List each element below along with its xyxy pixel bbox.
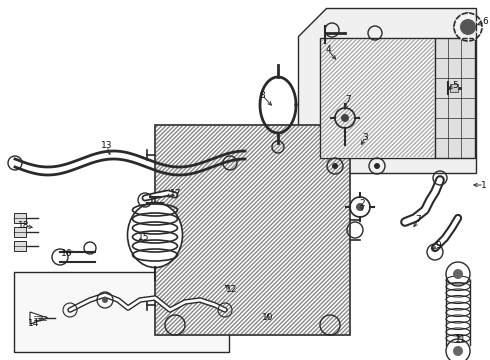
- Text: 5: 5: [452, 81, 458, 90]
- Text: 18: 18: [18, 221, 30, 230]
- Circle shape: [460, 19, 476, 35]
- Bar: [156, 126, 349, 334]
- Text: 13: 13: [101, 141, 113, 150]
- Circle shape: [356, 203, 364, 211]
- Text: 2: 2: [359, 199, 365, 208]
- Bar: [14, 213, 26, 223]
- Text: 10: 10: [262, 314, 274, 323]
- Text: 11: 11: [455, 336, 467, 345]
- Text: 12: 12: [226, 285, 238, 294]
- Text: 8: 8: [259, 90, 265, 99]
- Circle shape: [332, 163, 338, 169]
- Circle shape: [341, 114, 349, 122]
- Text: 1: 1: [481, 180, 487, 189]
- Bar: [14, 241, 26, 251]
- Circle shape: [453, 346, 463, 356]
- Text: 15: 15: [138, 234, 150, 243]
- Polygon shape: [30, 312, 48, 324]
- Text: 9: 9: [435, 240, 441, 249]
- Text: 3: 3: [362, 132, 368, 141]
- Text: 7: 7: [415, 216, 421, 225]
- Circle shape: [102, 297, 108, 303]
- Bar: [14, 227, 26, 237]
- Bar: [320, 38, 435, 158]
- Text: 6: 6: [482, 18, 488, 27]
- Polygon shape: [298, 8, 476, 173]
- Text: 17: 17: [170, 189, 182, 198]
- Text: 7: 7: [345, 94, 351, 104]
- Text: 4: 4: [325, 45, 331, 54]
- Circle shape: [453, 269, 463, 279]
- Bar: [14, 272, 229, 352]
- Text: 14: 14: [28, 319, 40, 328]
- Bar: [435, 38, 475, 158]
- Bar: [450, 84, 458, 92]
- Bar: [155, 125, 350, 335]
- Circle shape: [374, 163, 380, 169]
- Bar: [321, 39, 434, 157]
- Text: 16: 16: [61, 248, 73, 257]
- Ellipse shape: [127, 202, 182, 267]
